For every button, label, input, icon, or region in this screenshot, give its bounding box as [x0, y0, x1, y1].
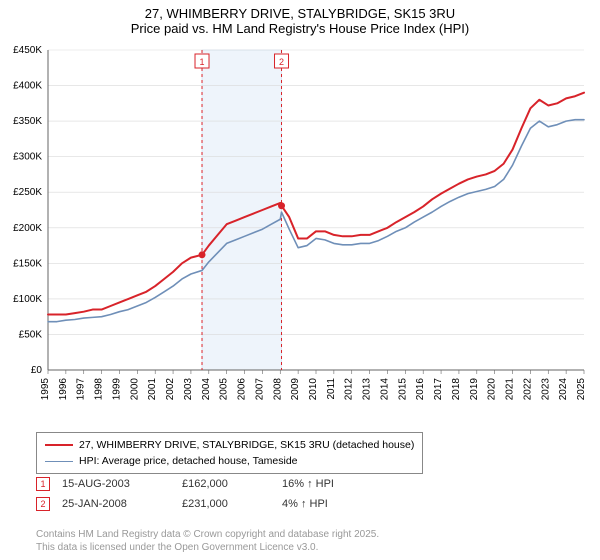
svg-text:2005: 2005: [219, 378, 230, 401]
svg-text:2015: 2015: [397, 378, 408, 401]
title-address: 27, WHIMBERRY DRIVE, STALYBRIDGE, SK15 3…: [0, 6, 600, 21]
legend-swatch: [45, 461, 73, 462]
sale-date: 25-JAN-2008: [62, 498, 182, 510]
svg-text:2020: 2020: [487, 378, 498, 401]
svg-text:1999: 1999: [111, 378, 122, 401]
footer-attribution: Contains HM Land Registry data © Crown c…: [36, 528, 379, 554]
sale-date: 15-AUG-2003: [62, 478, 182, 490]
legend: 27, WHIMBERRY DRIVE, STALYBRIDGE, SK15 3…: [36, 432, 423, 474]
sale-row: 1 15-AUG-2003 £162,000 16% ↑ HPI: [36, 474, 382, 494]
svg-text:2001: 2001: [147, 378, 158, 401]
line-chart-svg: £0 £50K £100K £150K £200K £250K £300K £350K £400…: [0, 44, 600, 424]
svg-text:2006: 2006: [237, 378, 248, 401]
svg-text:2009: 2009: [290, 378, 301, 401]
legend-swatch: [45, 444, 73, 446]
sales-list: 1 15-AUG-2003 £162,000 16% ↑ HPI 2 25-JA…: [36, 474, 382, 514]
chart-titles: 27, WHIMBERRY DRIVE, STALYBRIDGE, SK15 3…: [0, 0, 600, 36]
svg-text:2000: 2000: [129, 378, 140, 401]
svg-text:£300K: £300K: [13, 152, 42, 163]
svg-text:2008: 2008: [272, 378, 283, 401]
svg-text:1998: 1998: [94, 378, 105, 401]
svg-text:£450K: £450K: [13, 45, 42, 56]
svg-text:2007: 2007: [254, 378, 265, 401]
sale-price: £231,000: [182, 498, 282, 510]
svg-text:2002: 2002: [165, 378, 176, 401]
svg-text:2013: 2013: [362, 378, 373, 401]
svg-text:£100K: £100K: [13, 294, 42, 305]
svg-text:2010: 2010: [308, 378, 319, 401]
legend-label: 27, WHIMBERRY DRIVE, STALYBRIDGE, SK15 3…: [79, 439, 414, 451]
svg-text:1: 1: [200, 57, 205, 67]
svg-text:2: 2: [279, 57, 284, 67]
svg-text:£350K: £350K: [13, 116, 42, 127]
svg-text:2021: 2021: [505, 378, 516, 401]
svg-text:2012: 2012: [344, 378, 355, 401]
sale-price: £162,000: [182, 478, 282, 490]
sale-hpi: 16% ↑ HPI: [282, 478, 382, 490]
svg-text:2018: 2018: [451, 378, 462, 401]
svg-text:£150K: £150K: [13, 258, 42, 269]
title-subtitle: Price paid vs. HM Land Registry's House …: [0, 21, 600, 36]
sale-row: 2 25-JAN-2008 £231,000 4% ↑ HPI: [36, 494, 382, 514]
svg-text:1996: 1996: [58, 378, 69, 401]
sale-marker-icon: 1: [36, 477, 50, 491]
svg-text:2019: 2019: [469, 378, 480, 401]
svg-text:£400K: £400K: [13, 81, 42, 92]
sale-hpi: 4% ↑ HPI: [282, 498, 382, 510]
legend-label: HPI: Average price, detached house, Tame…: [79, 455, 298, 467]
svg-text:2003: 2003: [183, 378, 194, 401]
svg-text:2004: 2004: [201, 378, 212, 401]
svg-text:2014: 2014: [379, 378, 390, 401]
svg-text:£250K: £250K: [13, 187, 42, 198]
svg-text:2022: 2022: [522, 378, 533, 401]
svg-text:£50K: £50K: [19, 329, 43, 340]
svg-text:£200K: £200K: [13, 223, 42, 234]
svg-text:2017: 2017: [433, 378, 444, 401]
svg-text:2024: 2024: [558, 378, 569, 401]
svg-text:1995: 1995: [40, 378, 51, 401]
footer-line: This data is licensed under the Open Gov…: [36, 541, 379, 554]
svg-text:2023: 2023: [540, 378, 551, 401]
sale-marker-icon: 2: [36, 497, 50, 511]
legend-row: 27, WHIMBERRY DRIVE, STALYBRIDGE, SK15 3…: [45, 437, 414, 453]
svg-text:£0: £0: [31, 365, 43, 376]
footer-line: Contains HM Land Registry data © Crown c…: [36, 528, 379, 541]
legend-row: HPI: Average price, detached house, Tame…: [45, 453, 414, 469]
chart-area: £0 £50K £100K £150K £200K £250K £300K £350K £400…: [0, 44, 600, 424]
svg-text:1997: 1997: [76, 378, 87, 401]
svg-text:2016: 2016: [415, 378, 426, 401]
svg-text:2025: 2025: [576, 378, 587, 401]
svg-text:2011: 2011: [326, 378, 337, 400]
